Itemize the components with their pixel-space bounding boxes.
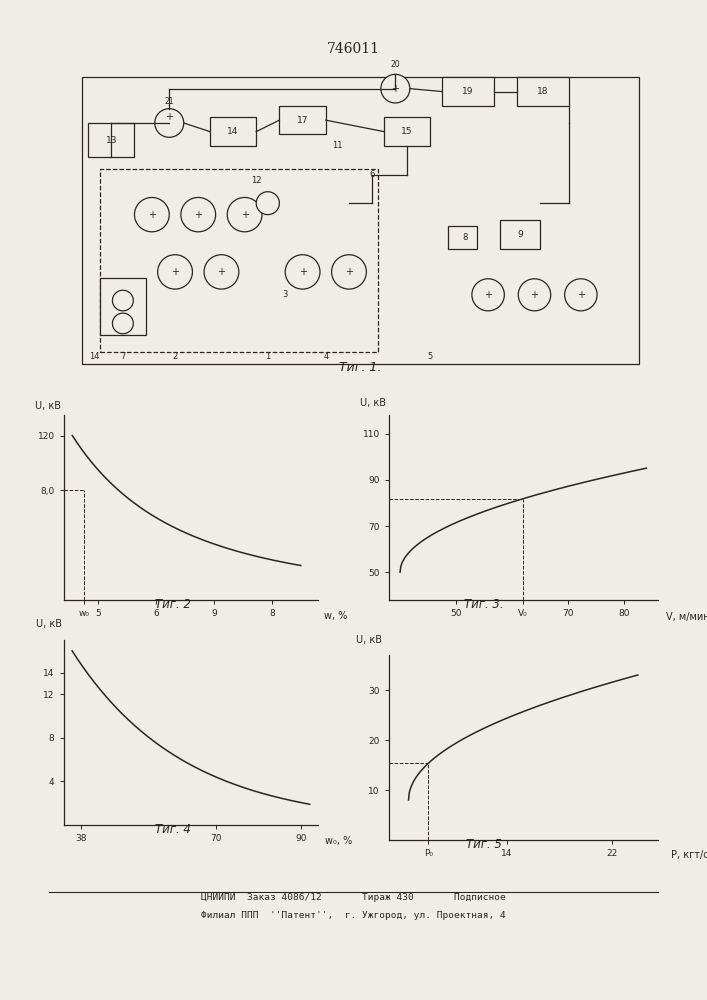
Bar [384, 117, 430, 146]
Text: +: + [298, 267, 307, 277]
Text: 21: 21 [165, 97, 174, 106]
Text: 18: 18 [537, 87, 549, 96]
Text: Τиг. 5: Τиг. 5 [467, 838, 502, 851]
Text: U, кВ: U, кВ [35, 619, 62, 629]
Circle shape [472, 279, 504, 311]
Text: Τиг. 2: Τиг. 2 [156, 598, 191, 611]
Text: 19: 19 [462, 87, 474, 96]
Circle shape [565, 279, 597, 311]
Text: 14: 14 [228, 127, 239, 136]
Text: +: + [165, 112, 173, 134]
Bar [100, 169, 378, 352]
Text: U, кВ: U, кВ [356, 635, 382, 645]
Text: +: + [240, 210, 249, 220]
Bar [517, 77, 569, 106]
Bar [442, 77, 494, 106]
Text: +: + [392, 84, 399, 94]
Bar [448, 226, 477, 249]
Text: 7: 7 [120, 352, 126, 361]
Circle shape [204, 255, 239, 289]
Text: 4: 4 [323, 352, 329, 361]
Text: 17: 17 [297, 116, 308, 125]
Text: V, м/мин: V, м/мин [666, 612, 707, 622]
Bar [100, 278, 146, 335]
Text: U, кВ: U, кВ [35, 401, 61, 411]
Text: Τиг. 4: Τиг. 4 [156, 823, 191, 836]
Text: 15: 15 [401, 127, 413, 136]
Text: 12: 12 [251, 176, 262, 185]
Bar [279, 106, 326, 134]
Text: 8: 8 [462, 233, 467, 242]
Text: U, кВ: U, кВ [360, 398, 386, 408]
Text: +: + [484, 290, 492, 300]
Text: 2: 2 [173, 352, 177, 361]
Circle shape [285, 255, 320, 289]
Text: +: + [577, 290, 585, 300]
Text: Филиал ППП  ''Патент'',  г. Ужгород, ул. Проектная, 4: Филиал ППП ''Патент'', г. Ужгород, ул. П… [201, 911, 506, 920]
Text: +: + [530, 290, 539, 300]
Text: ЦНИИПИ  Заказ 4086/12       Тираж 430       Подписное: ЦНИИПИ Заказ 4086/12 Тираж 430 Подписное [201, 893, 506, 902]
Text: 13: 13 [105, 136, 117, 145]
Circle shape [181, 197, 216, 232]
Text: 3: 3 [283, 290, 288, 299]
Text: Τиг. 1.: Τиг. 1. [339, 361, 382, 374]
Text: +: + [218, 267, 226, 277]
Circle shape [227, 197, 262, 232]
Text: P, кгт/см: P, кгт/см [671, 850, 707, 860]
Text: w₀, %: w₀, % [325, 836, 352, 846]
Circle shape [332, 255, 366, 289]
Text: 1: 1 [265, 352, 271, 361]
Text: 14: 14 [88, 352, 99, 361]
Circle shape [134, 197, 169, 232]
Circle shape [155, 109, 184, 137]
Text: w, %: w, % [324, 611, 347, 621]
Text: 6: 6 [370, 170, 375, 179]
Text: +: + [345, 267, 353, 277]
Text: 11: 11 [332, 141, 343, 150]
Text: +: + [194, 210, 202, 220]
Circle shape [112, 313, 134, 334]
Text: +: + [171, 267, 179, 277]
Bar [88, 123, 134, 157]
Text: +: + [148, 210, 156, 220]
Bar [210, 117, 256, 146]
Circle shape [518, 279, 551, 311]
Text: 746011: 746011 [327, 42, 380, 56]
Circle shape [381, 74, 410, 103]
Text: 20: 20 [390, 60, 400, 69]
Text: Τиг. 3.: Τиг. 3. [464, 598, 504, 611]
Text: 9: 9 [517, 230, 523, 239]
Circle shape [112, 290, 134, 311]
Circle shape [256, 192, 279, 215]
Circle shape [158, 255, 192, 289]
Text: 5: 5 [428, 352, 433, 361]
Bar [500, 220, 540, 249]
